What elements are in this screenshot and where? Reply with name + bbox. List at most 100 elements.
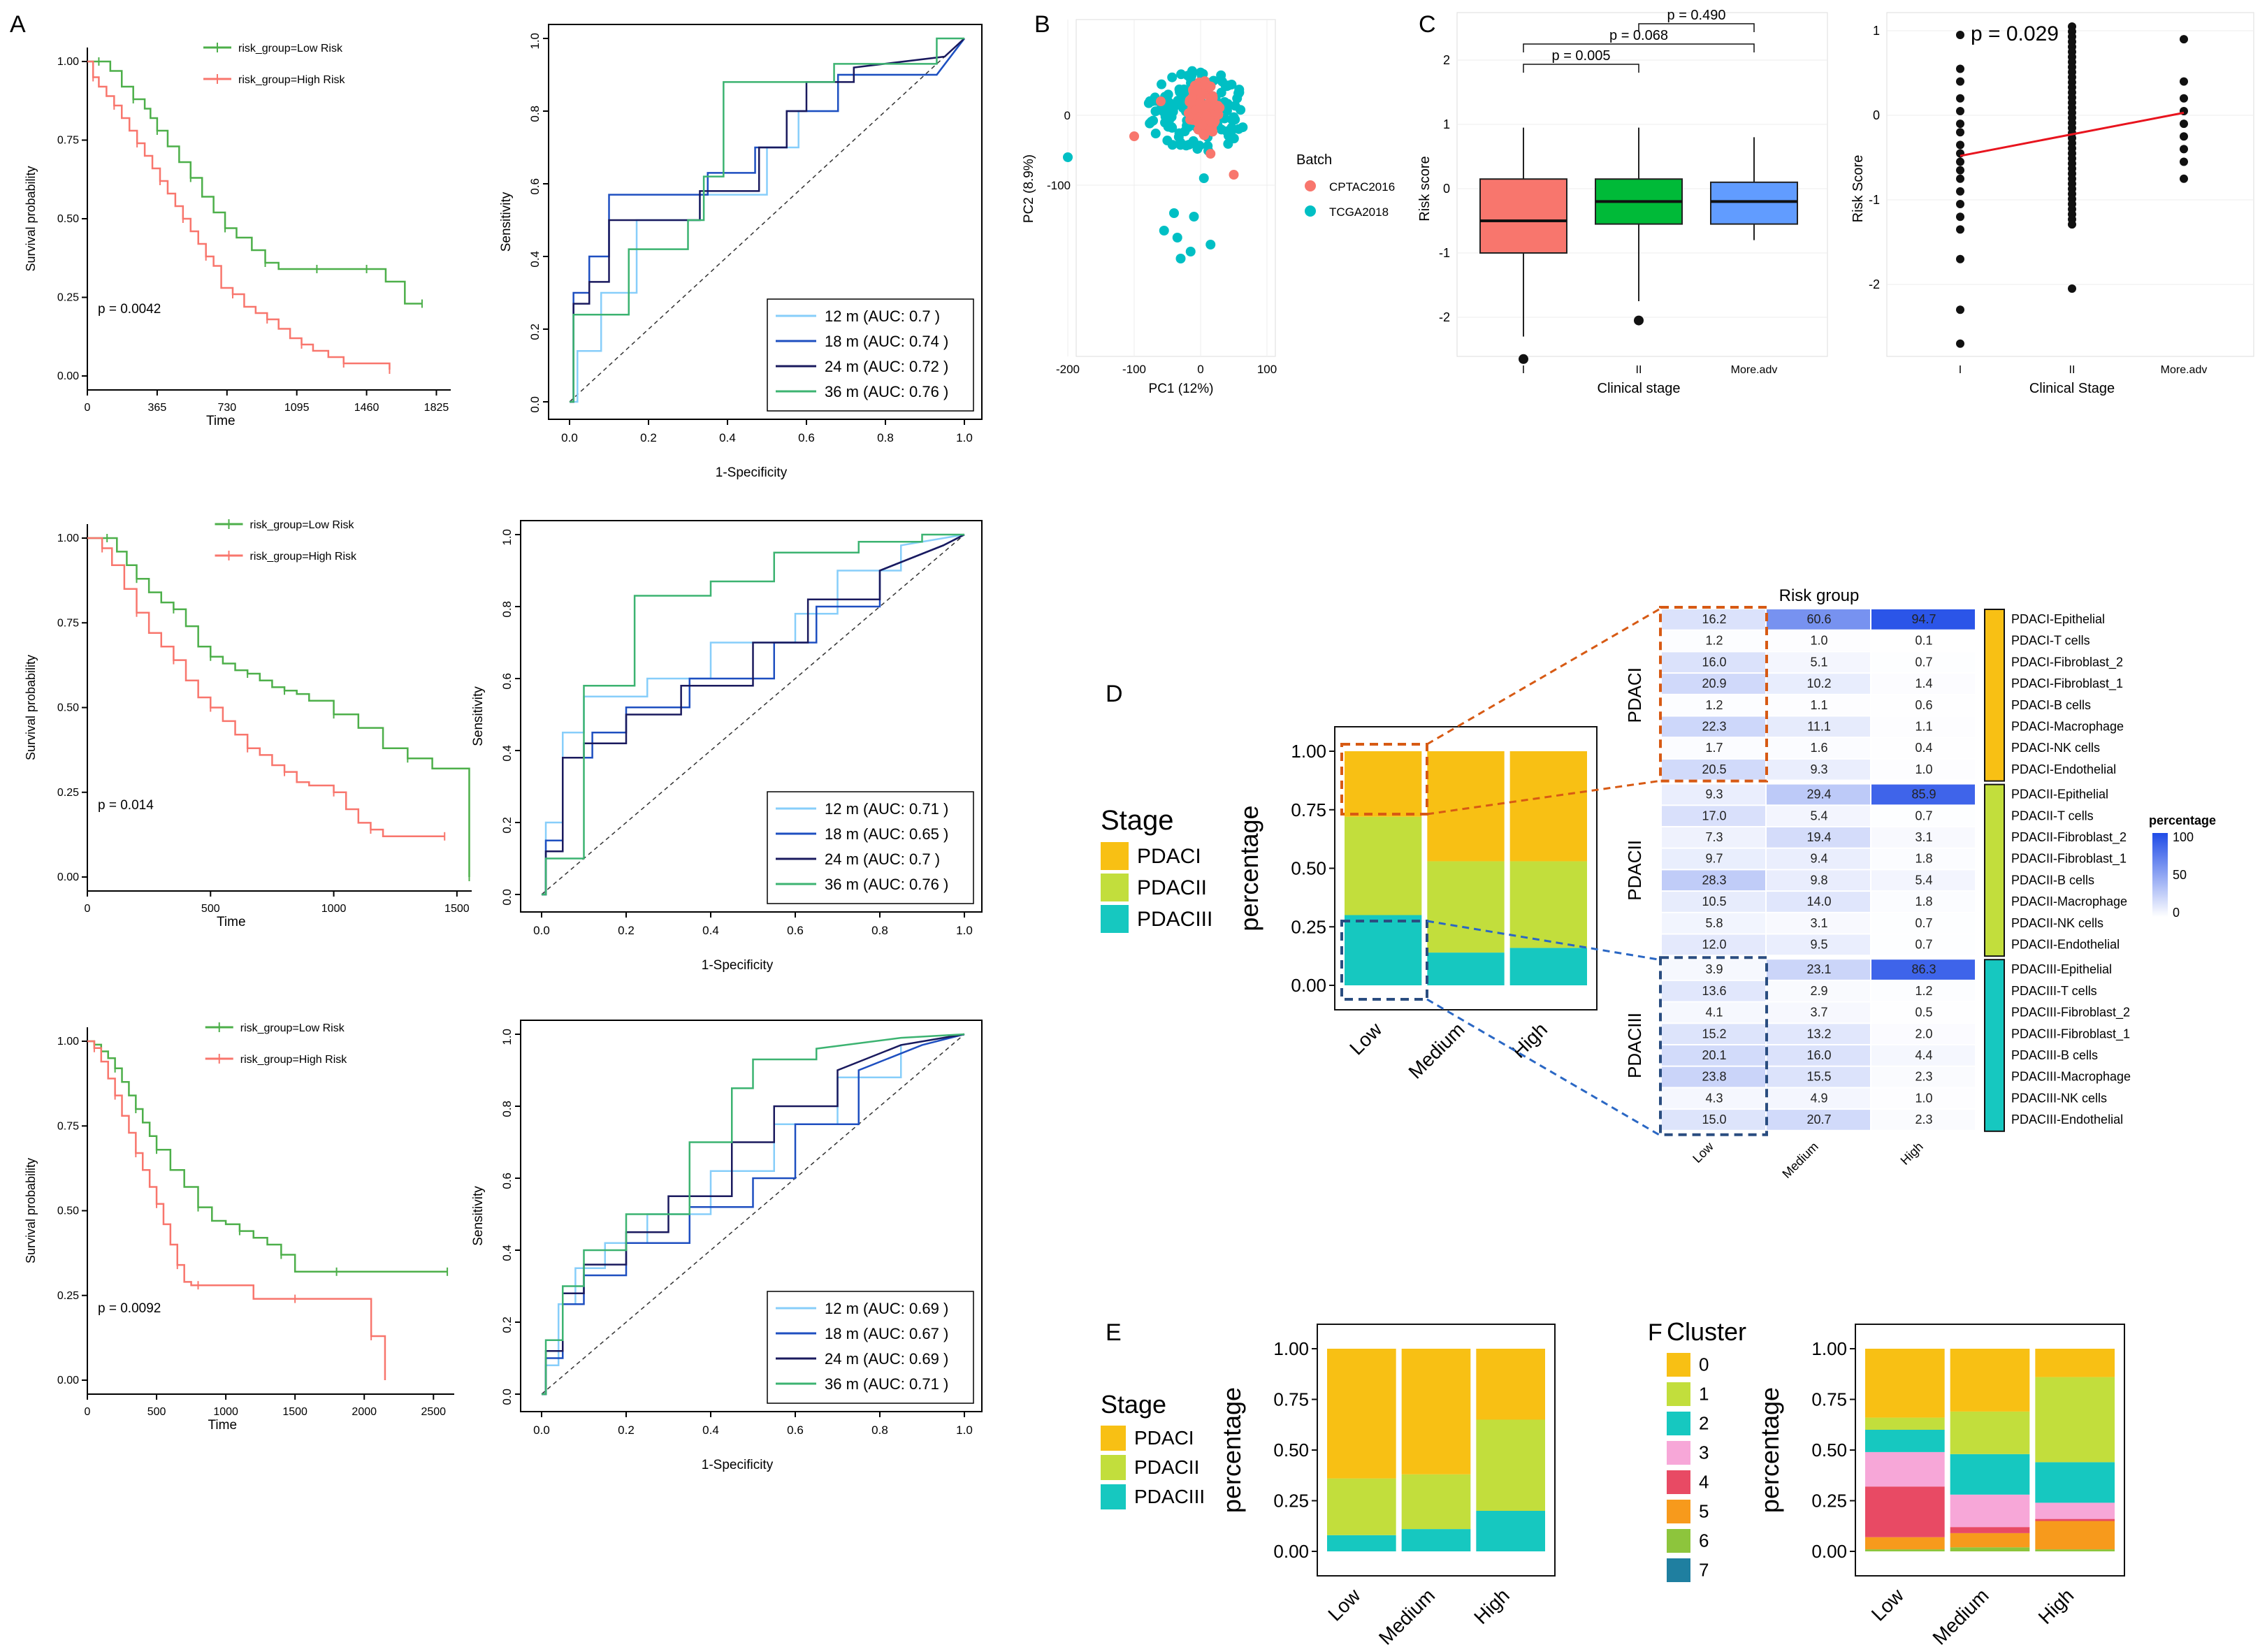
x-tick-label: 0 — [85, 903, 91, 915]
bar-segment-6 — [1865, 1549, 1945, 1551]
y-tick-label: 1.0 — [528, 33, 542, 50]
heatmap-value: 60.6 — [1806, 612, 1831, 626]
heatmap-cell — [1662, 652, 1765, 673]
heatmap-value: 9.7 — [1705, 852, 1723, 866]
y-tick-label: 0.75 — [57, 135, 79, 147]
bar-segment-pdaci — [1509, 751, 1587, 862]
heatmap-cell — [1767, 1066, 1870, 1087]
heatmap-value: 20.7 — [1806, 1113, 1831, 1126]
x-tick-label: 0.8 — [877, 431, 894, 444]
y-tick-label: 0.0 — [528, 396, 542, 413]
roc-curve-24m — [542, 533, 965, 896]
legend-label: 3 — [1699, 1442, 1709, 1463]
heatmap-value: 1.8 — [1915, 894, 1932, 908]
box-body — [1710, 181, 1798, 225]
y-tick-label: 0 — [1873, 108, 1880, 122]
heatmap-cell — [1662, 1045, 1765, 1066]
pca-point-tcga — [1226, 122, 1237, 133]
pca-point-tcga — [1183, 122, 1194, 133]
pca-point-tcga — [1174, 128, 1185, 138]
heatmap-cell — [1767, 1045, 1870, 1066]
y-tick-label: 0.25 — [1811, 1491, 1847, 1512]
pca-point-cptac — [1200, 101, 1210, 111]
heatmap-cell — [1871, 1088, 1975, 1109]
legend-label-high: risk_group=High Risk — [240, 1054, 348, 1066]
bar-segment-5 — [1865, 1537, 1945, 1550]
y-tick-label: 0.2 — [500, 817, 514, 834]
pca-point-tcga — [1178, 85, 1188, 96]
heatmap-value: 15.5 — [1806, 1070, 1831, 1084]
pca-point-tcga — [1185, 247, 1196, 256]
heatmap-cell — [1871, 980, 1975, 1001]
x-axis-label: 1-Specificity — [702, 958, 774, 973]
heatmap-value: 20.5 — [1702, 762, 1726, 776]
heatmap-value: 5.8 — [1705, 916, 1723, 930]
y-axis-label: Risk score — [1417, 156, 1433, 221]
pca-point-tcga — [1150, 129, 1161, 139]
connector-line — [1426, 780, 1660, 816]
legend-label: 2 — [1699, 1413, 1709, 1434]
heatmap-cell — [1662, 630, 1765, 651]
heatmap-cell — [1871, 652, 1975, 673]
p-value-i-adv: p = 0.068 — [1609, 28, 1668, 43]
heatmap-row-label: PDACII-Epithelial — [2011, 788, 2108, 802]
heatmap-value: 13.2 — [1806, 1027, 1831, 1041]
legend-title: Stage — [1101, 805, 1174, 836]
bar-segment-pdacii — [1345, 816, 1422, 915]
heatmap-cell — [1767, 716, 1870, 737]
roc-curve-24m — [570, 38, 965, 403]
y-tick-label: -2 — [1869, 277, 1880, 291]
y-tick-label: 0.75 — [57, 617, 79, 629]
point-stage-i — [1956, 200, 1964, 209]
y-axis-label: Sensitivity — [471, 1186, 486, 1246]
bar-segment-pdaciii — [1476, 1511, 1545, 1551]
x-tick-label: 100 — [1257, 363, 1277, 376]
y-tick-label: 0 — [1443, 182, 1450, 196]
x-tick-label: 1825 — [424, 402, 449, 414]
heatmap-value: 0.7 — [1915, 916, 1932, 930]
p-value: p = 0.0092 — [98, 1301, 161, 1316]
legend-swatch — [1667, 1529, 1690, 1553]
bar-segment-pdacii — [1509, 861, 1587, 948]
legend-label: 18 m (AUC: 0.67 ) — [825, 1325, 948, 1342]
point-stage-i — [1956, 157, 1964, 166]
x-axis-label: Time — [208, 1418, 238, 1433]
heatmap-value: 0.6 — [1915, 698, 1932, 712]
pca-point-cptac — [1192, 85, 1202, 95]
y-tick-label: 0.4 — [500, 1245, 514, 1261]
pca-point-tcga — [1166, 112, 1177, 122]
stage-stacked-bar-d: 1.00 0.75 0.50 0.25 0.00 percentage Low Medium H… — [1101, 726, 1598, 1083]
pca-point-tcga — [1230, 101, 1240, 111]
heatmap-value: 7.3 — [1705, 830, 1723, 844]
x-tick-label: Medium — [1928, 1584, 1992, 1649]
pca-point-tcga — [1220, 80, 1231, 91]
pca-point-tcga — [1232, 93, 1243, 103]
heatmap-cell — [1662, 674, 1765, 694]
x-tick-label: I — [1522, 364, 1525, 376]
point-stage-i — [1956, 64, 1964, 73]
y-axis-label: Survival probability — [24, 1158, 38, 1263]
x-tick-label: High — [1470, 1584, 1514, 1628]
y-tick-label: 0.75 — [1291, 799, 1326, 820]
heatmap-cell — [1871, 630, 1975, 651]
legend-label: 5 — [1699, 1501, 1709, 1522]
cluster-stacked-bar-f: 1.00 0.75 0.50 0.25 0.00 percentage Low Medium H… — [1667, 1317, 2125, 1649]
heatmap-cell — [1767, 934, 1870, 955]
pca-point-tcga — [1159, 107, 1169, 117]
heatmap-row-label: PDACI-Epithelial — [2011, 612, 2105, 626]
heatmap-col-label: High — [1898, 1139, 1926, 1167]
y-tick-label: -2 — [1439, 310, 1450, 324]
heatmap-value: 9.4 — [1810, 852, 1827, 866]
y-tick-label: 0.75 — [1811, 1389, 1847, 1410]
bar-segment-1 — [2035, 1377, 2115, 1463]
heatmap-cell — [1767, 848, 1870, 869]
connector-line — [1426, 608, 1660, 746]
bar-segment-6 — [1950, 1547, 2030, 1551]
heatmap-cell — [1767, 870, 1870, 891]
y-tick-label: 0.0 — [500, 889, 514, 906]
heatmap-cell — [1662, 934, 1765, 955]
x-tick-label: 0 — [85, 1406, 91, 1418]
bar-segment-pdaci — [1427, 751, 1505, 862]
legend-label: 1 — [1699, 1384, 1709, 1405]
